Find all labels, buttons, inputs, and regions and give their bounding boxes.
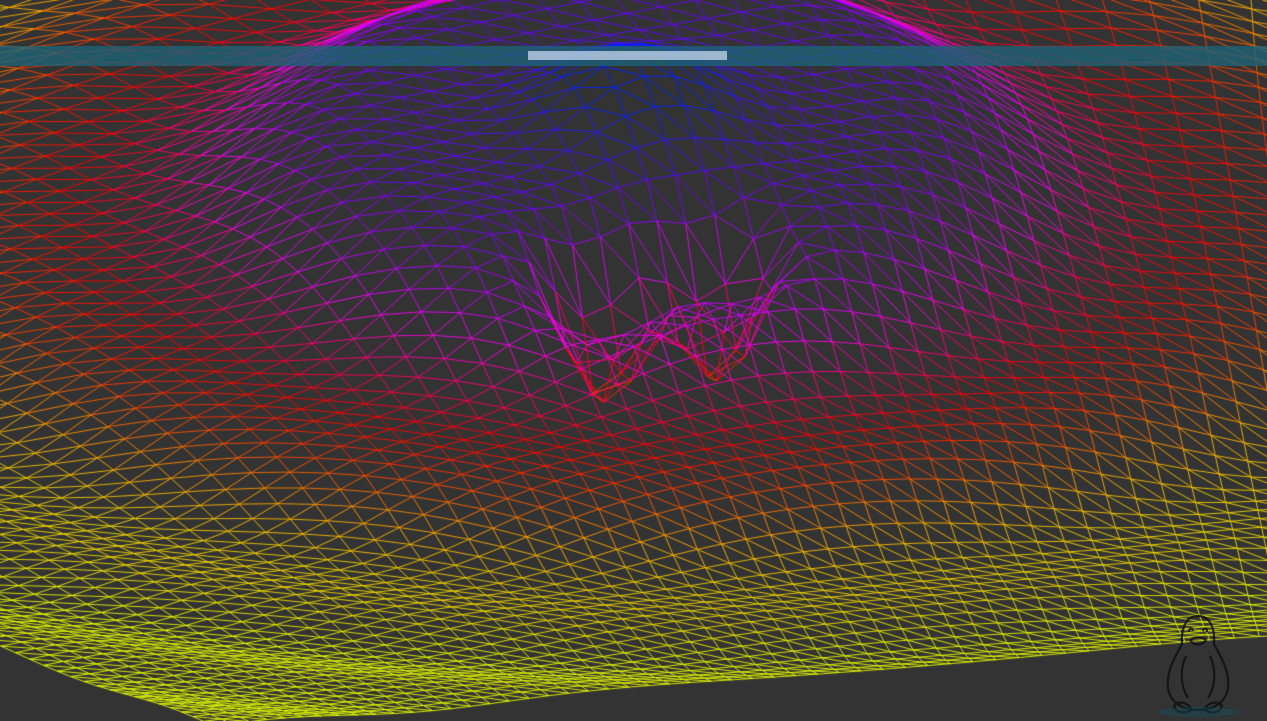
- panel-drag-handle[interactable]: [528, 51, 727, 60]
- top-panel-bar[interactable]: [0, 46, 1267, 66]
- tux-penguin-icon: [1158, 614, 1238, 717]
